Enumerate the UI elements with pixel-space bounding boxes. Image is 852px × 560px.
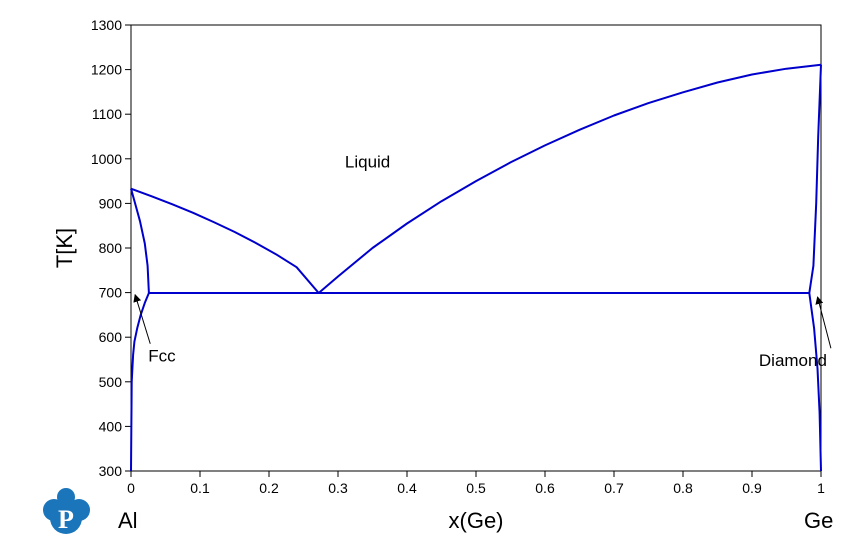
annotation-label: Liquid [345, 153, 390, 172]
x-tick-label: 0.3 [328, 480, 348, 496]
x-tick-label: 0.7 [604, 480, 624, 496]
x-tick-label: 0.4 [397, 480, 417, 496]
x-tick-label: 0.9 [742, 480, 762, 496]
y-tick-label: 1300 [91, 17, 122, 33]
x-tick-label: 0.2 [259, 480, 279, 496]
y-tick-label: 400 [99, 418, 123, 434]
phase-boundary-line [130, 292, 150, 472]
phase-boundary-line [130, 187, 320, 294]
x-end-label-right: Ge [804, 508, 833, 533]
phase-boundary-line [318, 63, 822, 294]
annotation-label: Diamond [759, 351, 827, 370]
phase-boundary-line [130, 188, 150, 294]
y-tick-label: 300 [99, 463, 123, 479]
logo-letter: P [58, 505, 74, 534]
y-tick-label: 900 [99, 195, 123, 211]
y-tick-label: 500 [99, 374, 123, 390]
y-tick-label: 1100 [92, 106, 122, 122]
y-tick-label: 800 [99, 240, 123, 256]
annotation-arrow [815, 296, 832, 349]
y-tick-label: 1200 [91, 62, 122, 78]
x-tick-label: 0 [127, 480, 135, 496]
logo-bubble-top [57, 488, 75, 506]
plot-frame [130, 24, 822, 472]
annotation-arrow [133, 293, 151, 344]
logo-bubble-center [50, 502, 82, 534]
phase-boundary-line [808, 64, 822, 294]
x-tick-label: 0.5 [466, 480, 486, 496]
x-axis-label: x(Ge) [449, 508, 504, 533]
company-logo: P [43, 488, 90, 534]
x-end-label-left: Al [118, 508, 138, 533]
phase-boundary-line [808, 292, 822, 472]
y-tick-label: 700 [99, 285, 123, 301]
x-tick-label: 1 [817, 480, 825, 496]
x-tick-label: 0.1 [190, 480, 210, 496]
y-axis-label: T[K] [52, 228, 77, 268]
x-tick-label: 0.8 [673, 480, 693, 496]
annotation-label: Fcc [148, 347, 176, 366]
x-tick-label: 0.6 [535, 480, 555, 496]
y-tick-label: 1000 [91, 151, 122, 167]
y-tick-label: 600 [99, 329, 123, 345]
